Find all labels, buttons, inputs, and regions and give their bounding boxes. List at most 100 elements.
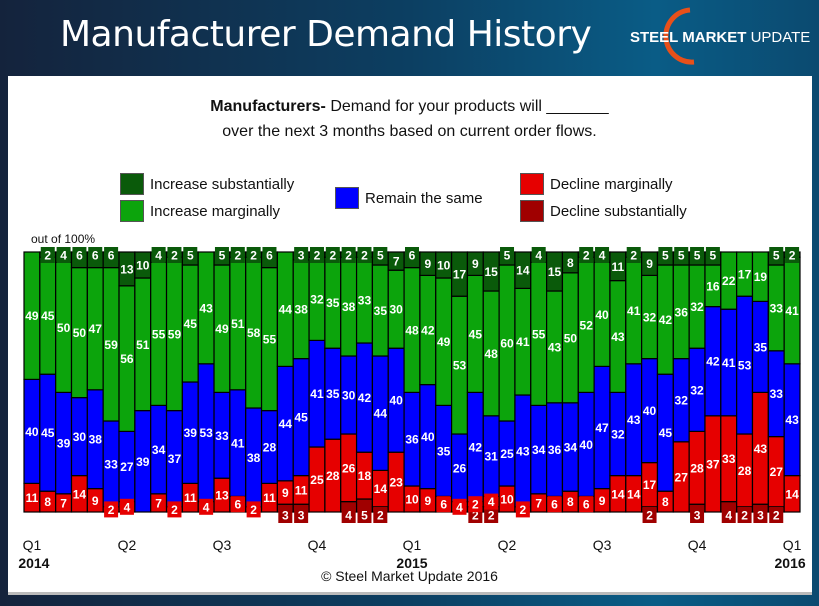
data-label-box [721,507,736,523]
data-label: 2 [773,509,780,523]
data-label: 44 [374,407,388,421]
data-label-box [199,498,214,515]
data-label: 5 [694,249,701,263]
data-label: 15 [485,265,499,279]
data-label: 53 [738,359,752,373]
data-label: 53 [199,426,213,440]
data-label: 14 [516,264,530,278]
data-label: 59 [168,327,182,341]
data-label: 30 [389,303,403,317]
data-label: 40 [25,425,39,439]
data-label-box [278,507,293,523]
data-label: 6 [583,498,590,512]
data-label: 27 [675,470,689,484]
data-label: 42 [421,324,435,338]
data-label-box [769,507,784,523]
data-label: 3 [757,509,764,523]
data-label: 39 [184,426,198,440]
data-label: 11 [26,491,39,505]
data-label: 28 [326,469,340,483]
data-label-box [547,496,562,513]
data-label: 28 [690,461,704,475]
legend-swatch [120,200,144,222]
legend-swatch [520,173,544,195]
legend-label: Increase marginally [150,202,281,220]
data-label: 41 [627,304,641,318]
data-label-box [341,507,356,523]
data-label-box [294,247,309,263]
data-label: 2 [520,503,527,517]
data-label: 3 [298,249,305,263]
data-label-box [484,507,499,523]
data-label: 41 [310,387,324,401]
data-label-box [246,247,261,263]
data-label: 45 [294,411,308,425]
data-label: 2 [488,509,495,523]
data-label: 2 [171,503,178,517]
data-label: 4 [456,500,463,514]
data-label: 7 [155,496,162,510]
data-label: 50 [73,326,87,340]
legend-decline-marginally: Decline marginally [520,173,673,195]
data-label-box [40,247,55,263]
data-label: 33 [358,294,372,308]
data-label: 33 [722,452,736,466]
data-label: 2 [44,249,51,263]
data-label: 35 [326,387,340,401]
data-label: 9 [599,494,606,508]
data-label: 60 [500,337,514,351]
data-label: 25 [310,473,324,487]
data-label: 11 [612,260,625,274]
data-label: 11 [263,491,276,505]
data-label-box [309,247,324,263]
data-label: 33 [770,387,784,401]
data-label: 6 [409,249,416,263]
logo-swoosh-icon [663,7,695,65]
data-label: 48 [485,347,499,361]
data-label-box [626,247,641,263]
data-label: 3 [298,509,305,523]
data-label-box [104,247,119,263]
x-tick-label: Q4 [688,537,707,553]
data-label: 41 [231,437,245,451]
data-label-box [515,501,530,518]
data-label-box [500,247,515,263]
data-label: 32 [310,292,324,306]
x-year-label: 2015 [396,555,427,571]
data-label-box [690,507,705,523]
legend-remain-the-same: Remain the same [335,187,483,209]
data-label: 51 [136,338,150,352]
data-label: 5 [504,249,511,263]
data-label: 26 [453,461,467,475]
data-label: 9 [472,257,479,271]
data-label: 4 [725,509,732,523]
data-label: 8 [44,495,51,509]
data-label-box [88,247,103,263]
data-label-box [405,247,419,263]
data-label: 5 [361,509,368,523]
data-label-box [468,496,483,513]
data-label: 40 [389,394,403,408]
legend-label: Decline marginally [550,175,673,193]
data-label: 30 [342,389,356,403]
data-label-box [642,507,657,523]
data-label: 28 [738,464,752,478]
data-label: 42 [358,391,372,405]
data-label: 4 [124,500,131,514]
data-label: 58 [247,326,261,340]
data-label: 35 [754,340,768,354]
data-label: 22 [722,274,736,288]
data-label: 11 [184,491,197,505]
data-label: 40 [421,430,435,444]
data-label-box [167,501,182,518]
data-label: 17 [643,478,657,492]
data-label: 42 [706,355,720,369]
data-label: 6 [108,249,115,263]
data-label: 40 [580,438,594,452]
y-axis-label: out of 100% [31,232,96,246]
x-tick-label: Q4 [308,537,327,553]
data-label: 4 [60,249,67,263]
legend-decline-substantially: Decline substantially [520,200,687,222]
data-label: 3 [282,509,289,523]
data-label: 34 [152,443,166,457]
